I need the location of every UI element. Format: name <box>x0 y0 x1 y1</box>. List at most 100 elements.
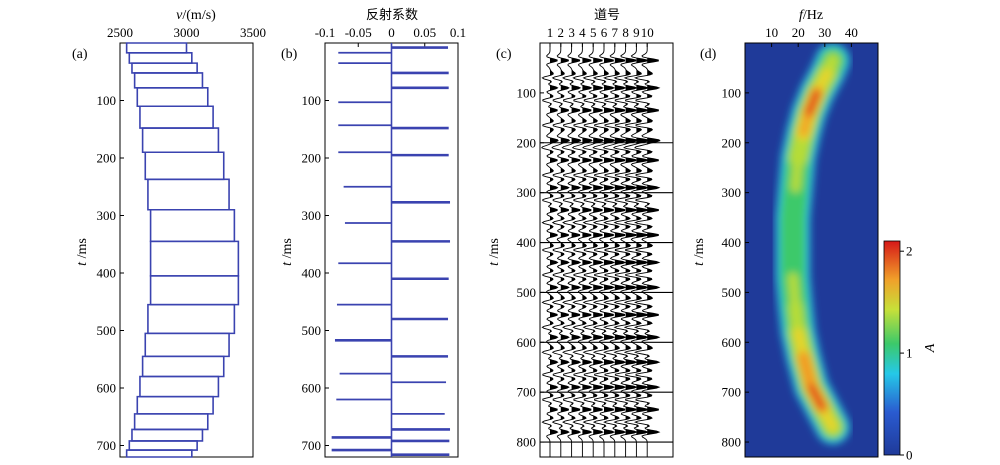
trace-wiggle <box>612 43 639 457</box>
colorbar-ticks: 0 1 2 <box>900 244 913 463</box>
velocity-layer <box>149 208 236 243</box>
panel-c-ylabel: t /ms <box>487 238 502 266</box>
velocity-layer <box>128 440 198 451</box>
x-tick-label: 40 <box>845 25 858 40</box>
velocity-layer <box>131 62 198 74</box>
y-tick-label: 500 <box>97 323 117 338</box>
panel-a-yticks: 100 200 300 400 500 600 700 <box>97 93 124 453</box>
x-tick-label: 0 <box>388 25 395 40</box>
panel-a-velocity-curve <box>125 42 240 458</box>
panel-b-letter: (b) <box>281 47 298 62</box>
panel-d-xlabel: f/Hz <box>799 8 823 23</box>
y-tick-label: 200 <box>517 135 537 150</box>
panel-b-xlabel: 反射系数 <box>366 7 418 23</box>
x-tick-label: -0.05 <box>345 25 372 40</box>
y-tick-label: 100 <box>722 85 742 100</box>
trace-fill <box>614 43 626 457</box>
x-tick-label: 30 <box>818 25 831 40</box>
panel-a: (a) v/(m/s) t /ms 2500 3000 3500 100 200 300… <box>72 8 266 458</box>
y-tick-label: 600 <box>517 335 537 350</box>
panel-d-letter: (d) <box>700 47 717 62</box>
x-tick-label: 0.1 <box>450 25 466 40</box>
panel-c: (c) 道号 t /ms 1 2 3 4 5 6 7 8 9 10 100 200 300 400 500… <box>487 8 674 458</box>
trace-fill <box>550 43 559 457</box>
panel-b-reflectivity <box>331 43 451 457</box>
y-tick-label: 500 <box>722 285 742 300</box>
x-tick-label: 9 <box>633 25 640 40</box>
heatmap-ridge <box>775 43 850 445</box>
panel-d-yticks: 100 200 300 400 500 600 700 800 <box>722 85 749 450</box>
y-tick-label: 600 <box>97 381 117 396</box>
y-tick-label: 700 <box>302 438 322 453</box>
trace-fill <box>560 43 570 457</box>
velocity-layer <box>147 303 236 335</box>
y-tick-label: 400 <box>302 266 322 281</box>
panel-a-xlabel: v/(m/s) <box>176 8 216 23</box>
panel-b: (b) 反射系数 t /ms -0.1 -0.05 0 0.05 0.1 100 200 3… <box>280 7 466 458</box>
trace-wiggle <box>561 43 582 457</box>
y-tick-label: 200 <box>302 151 322 166</box>
y-tick-label: 700 <box>517 385 537 400</box>
velocity-layer <box>141 127 220 154</box>
heatmap-cell <box>799 109 813 137</box>
y-tick-label: 400 <box>722 235 742 250</box>
panel-c-letter: (c) <box>496 47 512 62</box>
y-tick-label: 300 <box>302 208 322 223</box>
panel-b-xticks: -0.1 -0.05 0 0.05 0.1 <box>315 25 466 47</box>
trace-wiggle <box>623 43 650 457</box>
y-tick-label: 800 <box>722 435 742 450</box>
y-tick-label: 700 <box>97 438 117 453</box>
x-tick-label: 7 <box>612 25 619 40</box>
trace-wiggle <box>602 43 627 457</box>
y-tick-label: 300 <box>722 185 742 200</box>
y-tick-label: 600 <box>302 381 322 396</box>
panel-a-xticks: 2500 3000 3500 <box>107 25 266 47</box>
trace-fill <box>571 43 581 457</box>
velocity-layer <box>136 395 214 415</box>
y-tick-label: 500 <box>517 285 537 300</box>
panel-c-xticks: 1 2 3 4 5 6 7 8 9 10 <box>547 25 654 47</box>
colorbar-tick-label: 0 <box>906 448 913 463</box>
x-tick-label: 10 <box>765 25 778 40</box>
velocity-layer <box>149 275 240 306</box>
trace-wiggle <box>541 43 559 457</box>
velocity-layer <box>133 72 204 89</box>
velocity-layer <box>131 428 204 442</box>
x-tick-label: 4 <box>579 25 586 40</box>
velocity-layer <box>144 151 225 181</box>
panel-c-frame <box>539 42 674 458</box>
velocity-layer <box>149 240 240 277</box>
trace-fill <box>647 43 660 457</box>
y-tick-label: 100 <box>302 93 322 108</box>
velocity-layer <box>128 51 193 64</box>
y-tick-label: 500 <box>302 323 322 338</box>
trace-fill <box>625 43 638 457</box>
y-tick-label: 800 <box>517 435 537 450</box>
x-tick-label: 5 <box>590 25 597 40</box>
x-tick-label: 10 <box>641 25 654 40</box>
x-tick-label: -0.1 <box>315 25 336 40</box>
heatmap-cell <box>808 383 826 411</box>
panel-c-wiggle-traces <box>540 43 673 457</box>
panel-d-heatmap <box>775 43 850 445</box>
velocity-layer <box>133 413 209 431</box>
y-tick-label: 100 <box>517 85 537 100</box>
velocity-layer <box>147 178 230 211</box>
trace-wiggle <box>571 43 593 457</box>
x-tick-label: 2500 <box>107 25 133 40</box>
y-tick-label: 400 <box>97 266 117 281</box>
x-tick-label: 1 <box>547 25 554 40</box>
x-tick-label: 2 <box>558 25 565 40</box>
y-tick-label: 300 <box>97 208 117 223</box>
x-tick-label: 3500 <box>240 25 266 40</box>
y-tick-label: 300 <box>517 185 537 200</box>
panel-d-xticks: 10 20 30 40 <box>765 25 858 47</box>
heatmap-cell <box>805 89 821 117</box>
y-tick-label: 400 <box>517 235 537 250</box>
panel-a-ylabel: t /ms <box>75 238 90 266</box>
y-tick-label: 600 <box>722 335 742 350</box>
y-tick-label: 700 <box>722 385 742 400</box>
x-tick-label: 20 <box>792 25 805 40</box>
velocity-layer <box>125 42 188 54</box>
